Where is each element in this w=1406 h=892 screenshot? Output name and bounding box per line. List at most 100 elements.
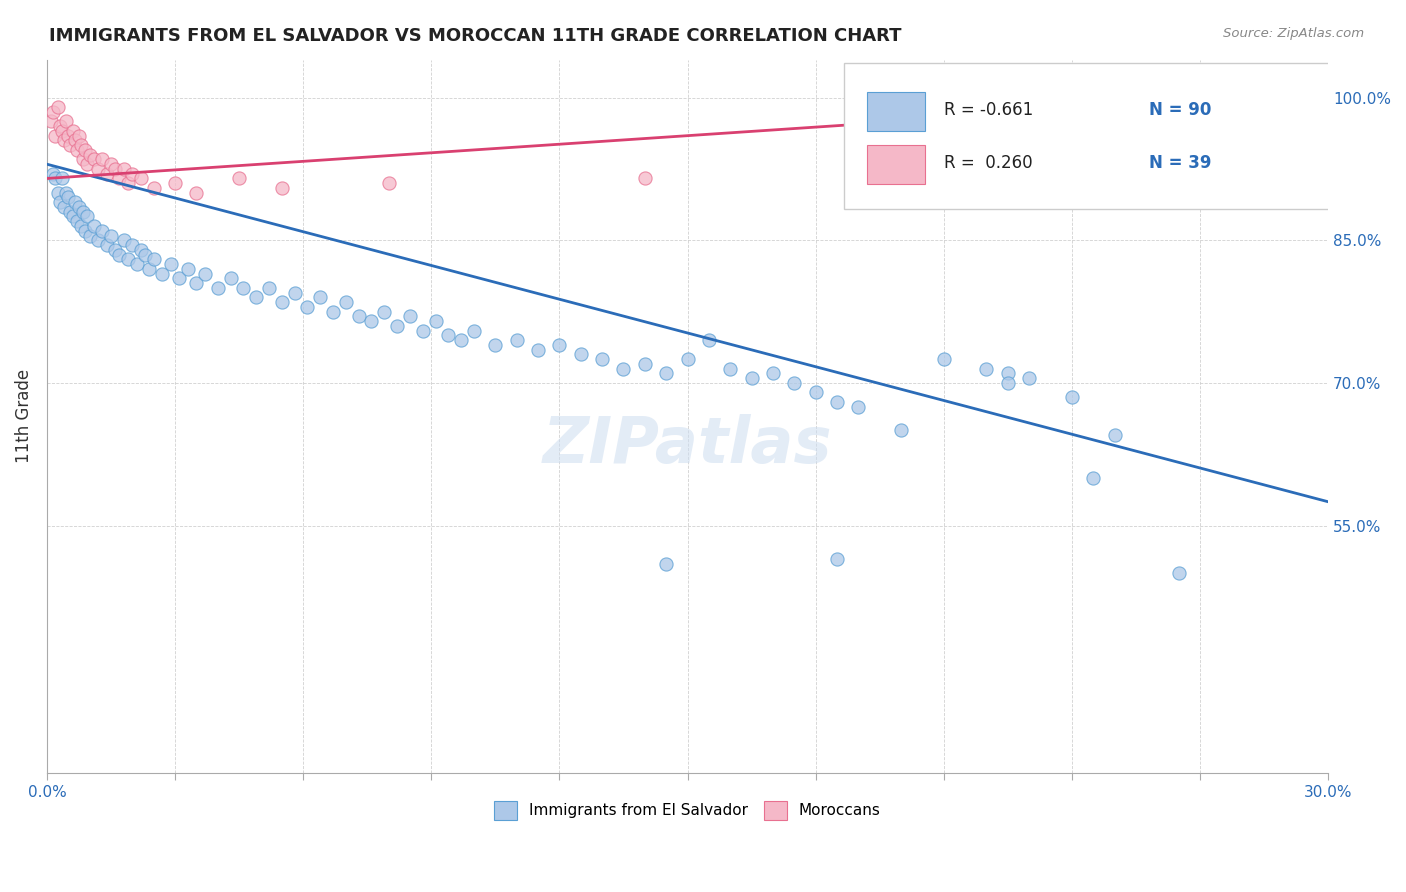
Point <box>718 361 741 376</box>
Point <box>676 352 699 367</box>
Point <box>63 195 86 210</box>
Point <box>634 357 657 371</box>
Point <box>177 261 200 276</box>
Point <box>270 181 292 195</box>
Point <box>569 347 592 361</box>
Point <box>59 204 82 219</box>
Point <box>463 324 485 338</box>
Point <box>129 243 152 257</box>
Point <box>70 219 93 233</box>
Y-axis label: 11th Grade: 11th Grade <box>15 369 32 463</box>
Point <box>527 343 550 357</box>
Point <box>437 328 460 343</box>
Point <box>257 281 280 295</box>
Point <box>347 310 370 324</box>
Point <box>48 119 70 133</box>
Text: IMMIGRANTS FROM EL SALVADOR VS MOROCCAN 11TH GRADE CORRELATION CHART: IMMIGRANTS FROM EL SALVADOR VS MOROCCAN … <box>49 27 901 45</box>
Point <box>169 271 191 285</box>
Point <box>825 395 848 409</box>
Point <box>505 333 527 347</box>
Point <box>46 100 69 114</box>
Point <box>1060 390 1083 404</box>
Point <box>66 214 89 228</box>
Point <box>284 285 307 300</box>
Point <box>44 128 66 143</box>
Point <box>548 338 571 352</box>
Point <box>762 367 785 381</box>
Point <box>1167 566 1189 580</box>
Point <box>129 171 152 186</box>
Point <box>76 210 98 224</box>
Point <box>385 318 408 333</box>
Point <box>634 171 657 186</box>
Point <box>91 153 114 167</box>
Point <box>121 238 143 252</box>
Point <box>890 424 912 438</box>
Point <box>79 228 101 243</box>
Point <box>79 147 101 161</box>
Point <box>484 338 506 352</box>
Point <box>39 114 62 128</box>
Point <box>48 195 70 210</box>
Text: N = 90: N = 90 <box>1149 101 1211 119</box>
FancyBboxPatch shape <box>868 92 925 131</box>
Text: Source: ZipAtlas.com: Source: ZipAtlas.com <box>1223 27 1364 40</box>
Point <box>825 551 848 566</box>
Point <box>138 261 160 276</box>
Point <box>75 143 97 157</box>
Point <box>976 161 998 176</box>
Point <box>219 271 242 285</box>
Point <box>322 304 344 318</box>
Point <box>159 257 181 271</box>
Point <box>104 161 127 176</box>
Point <box>655 557 678 571</box>
Point <box>194 267 217 281</box>
Point <box>997 367 1019 381</box>
Point <box>591 352 613 367</box>
Legend: Immigrants from El Salvador, Moroccans: Immigrants from El Salvador, Moroccans <box>488 795 887 826</box>
Point <box>207 281 229 295</box>
Point <box>228 171 250 186</box>
Point <box>112 161 135 176</box>
Point <box>42 167 65 181</box>
Point <box>1104 428 1126 442</box>
Point <box>1018 371 1040 385</box>
Point <box>186 276 208 290</box>
Point <box>55 114 77 128</box>
Point <box>270 295 292 310</box>
Point <box>142 252 165 267</box>
Point <box>51 171 73 186</box>
Point <box>104 243 127 257</box>
Point <box>232 281 254 295</box>
Point <box>377 176 399 190</box>
Point <box>425 314 447 328</box>
Point <box>96 238 118 252</box>
Point <box>51 124 73 138</box>
Point <box>117 176 139 190</box>
Point <box>83 219 105 233</box>
Point <box>76 157 98 171</box>
Point <box>804 385 827 400</box>
Point <box>655 367 678 381</box>
Point <box>186 186 208 200</box>
Point <box>59 138 82 153</box>
Point <box>309 290 332 304</box>
Point <box>87 233 110 247</box>
Point <box>91 224 114 238</box>
Point <box>42 104 65 119</box>
Point <box>399 310 422 324</box>
Point <box>100 228 122 243</box>
Text: R = -0.661: R = -0.661 <box>943 101 1033 119</box>
Point <box>125 257 148 271</box>
Point <box>62 210 84 224</box>
Point <box>108 247 131 261</box>
Point <box>72 153 94 167</box>
Point <box>245 290 267 304</box>
Point <box>997 157 1019 171</box>
Point <box>46 186 69 200</box>
Point <box>1083 471 1105 485</box>
Point <box>976 361 998 376</box>
Point <box>846 400 869 414</box>
Point <box>612 361 634 376</box>
Point <box>121 167 143 181</box>
